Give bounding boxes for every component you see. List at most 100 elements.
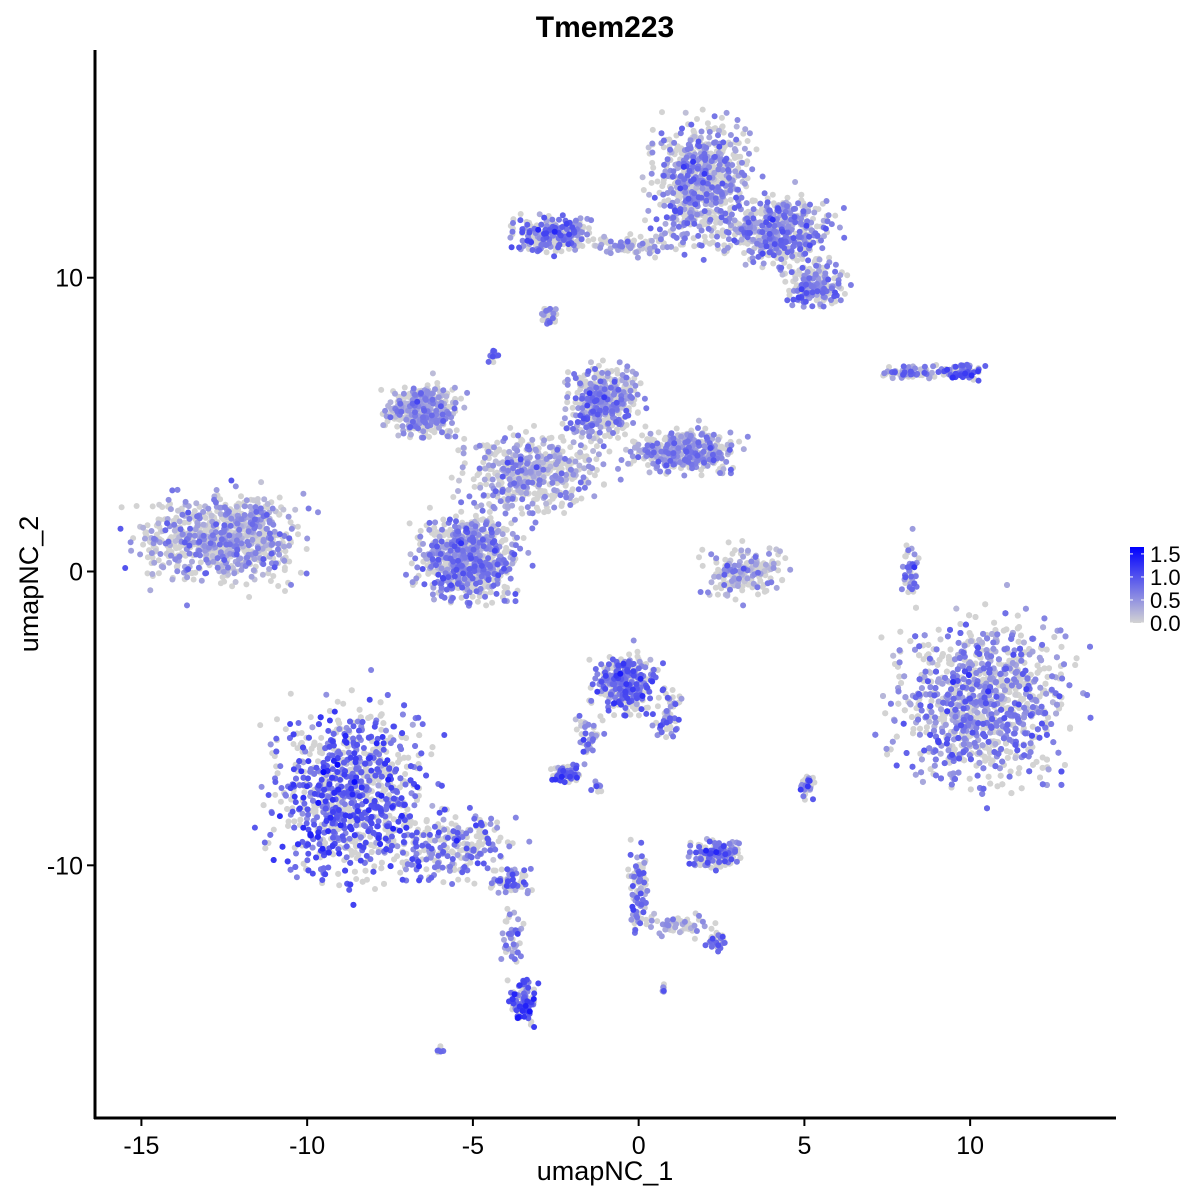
cell-point: [298, 739, 305, 746]
cell-point: [714, 591, 721, 598]
cell-point: [440, 516, 447, 523]
cell-point: [395, 751, 402, 758]
cell-point: [966, 775, 973, 782]
cell-point: [744, 158, 751, 165]
cell-point: [149, 503, 156, 510]
cell-point: [504, 905, 511, 912]
cell-point: [282, 726, 289, 733]
cell-point: [782, 555, 789, 562]
cell-point: [916, 652, 923, 659]
cell-point: [585, 237, 592, 244]
cell-point: [659, 109, 665, 116]
cell-point: [362, 867, 369, 874]
cell-point: [381, 880, 387, 887]
cell-point: [306, 751, 313, 758]
cell-point: [403, 735, 410, 741]
cell-point: [1007, 768, 1014, 775]
cell-point: [663, 734, 670, 741]
cell-point: [1073, 655, 1080, 662]
cell-point: [1012, 691, 1019, 698]
cell-point: [361, 749, 368, 756]
cell-point: [1046, 665, 1052, 672]
cell-point: [884, 751, 891, 758]
cell-point: [258, 479, 265, 486]
cell-point: [878, 634, 885, 641]
cell-point: [654, 703, 661, 710]
cell-point: [813, 297, 820, 304]
cell-point: [378, 859, 385, 866]
cell-point: [655, 429, 662, 436]
cell-point: [498, 866, 505, 873]
cell-point: [548, 766, 554, 773]
cell-point: [672, 246, 679, 253]
cell-point: [737, 153, 744, 160]
cell-point: [394, 423, 401, 430]
cell-point: [440, 879, 447, 886]
cell-point: [197, 559, 204, 566]
cell-point: [510, 432, 517, 439]
cell-point: [999, 781, 1006, 788]
cell-point: [425, 570, 432, 577]
cell-point: [893, 733, 900, 740]
cell-point: [709, 239, 716, 246]
cell-point: [294, 745, 301, 752]
cell-point: [978, 713, 985, 720]
cell-point: [545, 508, 552, 515]
cell-point: [826, 254, 833, 261]
cell-point: [740, 130, 747, 137]
cell-point: [991, 619, 998, 626]
cell-point: [627, 711, 634, 718]
cell-point: [494, 819, 501, 826]
cell-point: [798, 191, 805, 198]
cell-point: [490, 856, 497, 863]
cell-point: [626, 651, 633, 658]
cell-point: [307, 714, 314, 721]
cell-point: [229, 583, 236, 590]
cell-point: [217, 496, 224, 503]
cell-point: [519, 510, 526, 517]
chart-title: Tmem223: [536, 11, 674, 44]
cell-point: [531, 422, 537, 429]
cell-point: [487, 884, 494, 891]
cell-point: [1033, 758, 1040, 765]
cell-point: [295, 531, 301, 538]
cell-point: [459, 470, 466, 476]
cell-point: [699, 562, 706, 569]
cell-point: [456, 477, 462, 484]
cell-point: [725, 539, 732, 546]
cell-point: [155, 570, 162, 577]
cell-point: [1034, 662, 1041, 669]
cell-point: [639, 432, 646, 439]
cell-point: [943, 668, 950, 675]
cell-point: [487, 589, 494, 596]
cell-point: [642, 423, 649, 430]
cell-point: [597, 713, 604, 720]
cell-point: [613, 367, 620, 373]
cell-point: [155, 557, 162, 564]
cell-point: [644, 704, 651, 711]
cell-point: [297, 816, 304, 823]
cell-point: [406, 520, 413, 527]
cell-point: [770, 200, 777, 207]
cell-point: [701, 233, 708, 240]
cell-point: [520, 535, 527, 541]
cell-point: [372, 886, 378, 892]
cell-point: [757, 210, 764, 217]
cell-point: [661, 436, 668, 443]
cell-point: [1015, 638, 1022, 645]
cell-point: [335, 870, 342, 877]
cell-point: [274, 770, 281, 777]
cell-point: [434, 380, 441, 386]
cell-point: [300, 860, 307, 867]
cell-point: [471, 483, 478, 490]
cell-point: [311, 804, 318, 811]
cell-point: [417, 527, 424, 534]
cell-point: [832, 212, 839, 219]
cell-point: [543, 249, 550, 256]
cell-point: [786, 287, 793, 294]
cell-point: [348, 687, 355, 694]
cell-point: [907, 638, 914, 645]
cell-point: [317, 749, 324, 756]
cell-point: [739, 587, 746, 594]
cell-point: [987, 780, 994, 787]
